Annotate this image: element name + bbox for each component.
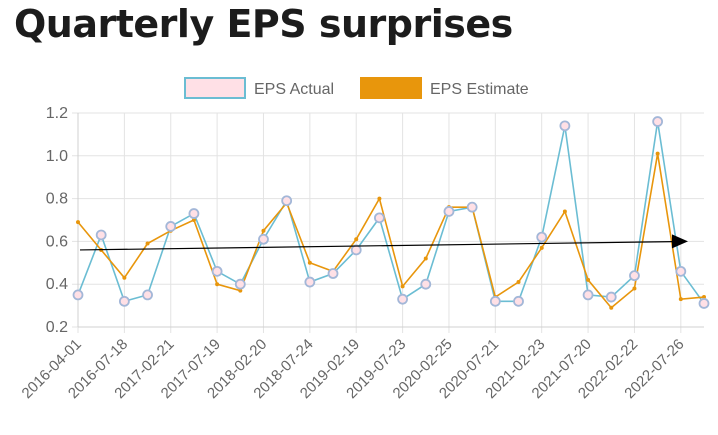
y-tick-label: 0.4: [46, 276, 68, 293]
point-eps-actual[interactable]: [675, 265, 687, 277]
series-line-eps-actual: [77, 121, 705, 304]
point-eps-estimate[interactable]: [307, 260, 312, 265]
point-eps-estimate[interactable]: [215, 282, 220, 287]
point-eps-actual[interactable]: [466, 201, 478, 213]
point-eps-estimate[interactable]: [76, 220, 80, 225]
point-eps-estimate[interactable]: [632, 286, 637, 291]
point-eps-actual[interactable]: [258, 233, 269, 245]
legend-label-eps-actual[interactable]: EPS Actual: [254, 81, 334, 98]
point-eps-actual[interactable]: [582, 289, 594, 301]
point-eps-actual[interactable]: [350, 244, 362, 256]
legend-label-eps-estimate[interactable]: EPS Estimate: [430, 81, 529, 98]
point-eps-estimate[interactable]: [191, 218, 196, 222]
point-eps-actual[interactable]: [629, 270, 640, 282]
point-eps-actual[interactable]: [397, 293, 408, 305]
legend: EPS Actual EPS Estimate: [184, 77, 529, 99]
point-eps-actual[interactable]: [304, 276, 316, 288]
point-eps-estimate[interactable]: [122, 275, 127, 280]
point-eps-actual[interactable]: [420, 278, 432, 290]
point-eps-actual[interactable]: [536, 231, 548, 243]
trend-arrow: [79, 234, 688, 251]
point-eps-actual[interactable]: [118, 295, 130, 307]
point-eps-actual[interactable]: [188, 208, 200, 219]
point-eps-actual[interactable]: [443, 206, 455, 217]
point-eps-estimate[interactable]: [377, 196, 382, 201]
point-eps-actual[interactable]: [559, 120, 571, 132]
series: [72, 116, 710, 310]
point-eps-actual[interactable]: [95, 229, 107, 241]
legend-swatch-eps-actual[interactable]: [184, 77, 246, 99]
point-eps-actual[interactable]: [142, 289, 153, 301]
point-eps-actual[interactable]: [281, 195, 293, 207]
point-eps-estimate[interactable]: [655, 151, 660, 156]
point-eps-estimate[interactable]: [516, 280, 521, 285]
point-eps-actual[interactable]: [72, 289, 84, 301]
point-eps-actual[interactable]: [698, 298, 710, 309]
axes: 0.20.40.60.81.01.22016-04-012016-07-1820…: [19, 105, 704, 402]
point-eps-estimate[interactable]: [702, 295, 706, 300]
point-eps-actual[interactable]: [489, 295, 501, 307]
point-eps-actual[interactable]: [513, 295, 524, 307]
y-tick-label: 0.8: [46, 191, 68, 208]
series-line-eps-estimate: [77, 153, 705, 309]
point-eps-estimate[interactable]: [400, 284, 405, 289]
point-eps-estimate[interactable]: [145, 241, 150, 246]
point-eps-estimate[interactable]: [354, 237, 359, 242]
y-tick-label: 1.0: [46, 148, 68, 165]
point-eps-estimate[interactable]: [423, 256, 428, 261]
point-eps-estimate[interactable]: [261, 228, 266, 233]
trend-arrowhead: [672, 234, 688, 249]
trend-line: [79, 241, 675, 251]
point-eps-estimate[interactable]: [562, 209, 567, 214]
legend-swatch-eps-estimate[interactable]: [360, 77, 422, 99]
point-eps-actual[interactable]: [327, 268, 339, 279]
point-eps-actual[interactable]: [165, 221, 177, 232]
point-eps-actual[interactable]: [652, 116, 664, 127]
point-eps-estimate[interactable]: [238, 288, 243, 293]
chart-title: Quarterly EPS surprises: [14, 2, 513, 46]
y-tick-label: 1.2: [46, 105, 68, 122]
point-eps-estimate[interactable]: [609, 305, 614, 310]
point-eps-estimate[interactable]: [586, 277, 591, 282]
y-tick-label: 0.2: [46, 319, 68, 336]
point-eps-actual[interactable]: [234, 278, 246, 290]
y-tick-label: 0.6: [46, 233, 68, 250]
point-eps-estimate[interactable]: [678, 297, 683, 302]
point-eps-actual[interactable]: [211, 265, 223, 277]
point-eps-actual[interactable]: [605, 291, 617, 303]
point-eps-actual[interactable]: [374, 212, 385, 224]
point-eps-estimate[interactable]: [539, 245, 544, 250]
